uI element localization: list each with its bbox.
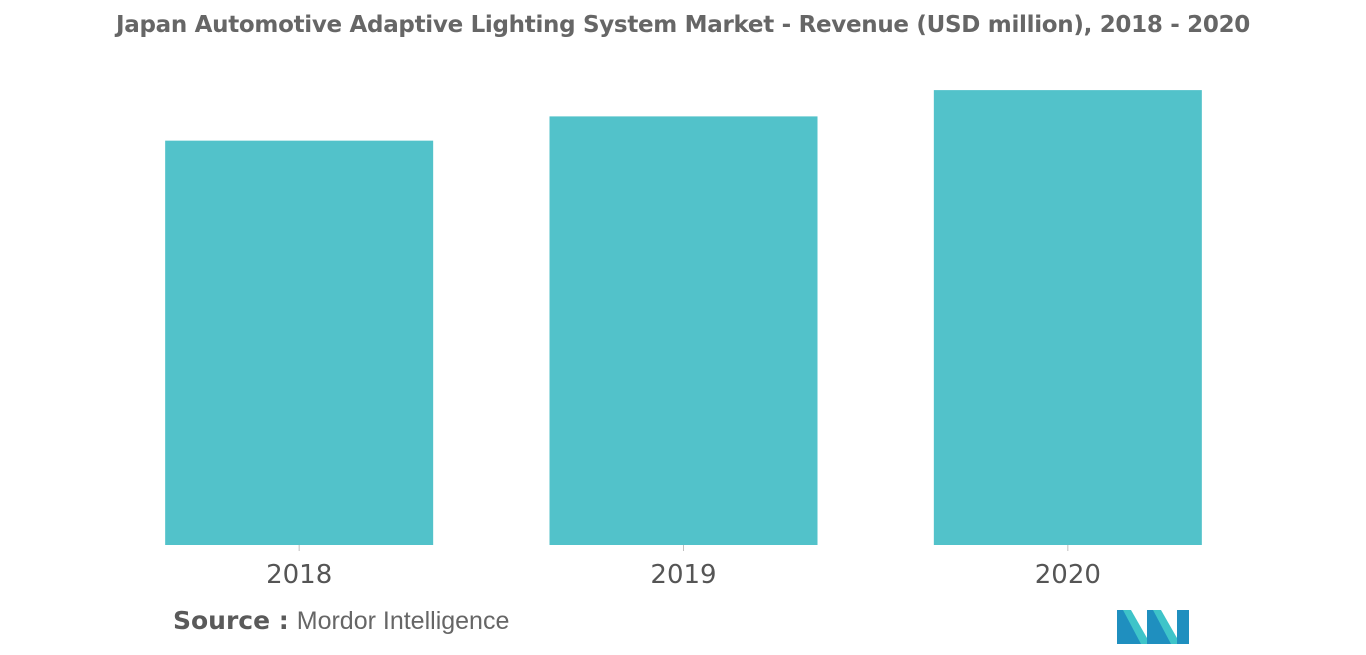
- x-tick-label-2018: 2018: [266, 560, 332, 590]
- source-label: Source :: [173, 606, 289, 635]
- x-tick-label-2019: 2019: [650, 560, 716, 590]
- bar-2020: [933, 90, 1202, 545]
- source-value: Mordor Intelligence: [296, 607, 510, 635]
- chart-title: Japan Automotive Adaptive Lighting Syste…: [115, 12, 1250, 38]
- mordor-intelligence-logo-icon: [1117, 610, 1189, 644]
- bar-2018: [165, 140, 434, 546]
- x-tick-label-2020: 2020: [1035, 560, 1101, 590]
- source-note: Source : Mordor Intelligence: [173, 606, 509, 636]
- bar-2019: [549, 116, 818, 546]
